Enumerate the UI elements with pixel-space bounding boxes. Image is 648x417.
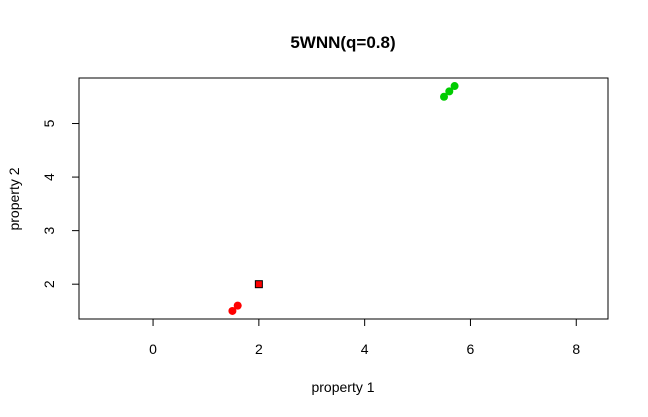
x-axis: 0 2 4 6 8 [149, 318, 580, 357]
y-tick-label: 2 [41, 280, 57, 288]
x-tick-label: 4 [361, 341, 369, 357]
data-point [445, 87, 454, 96]
x-tick-label: 2 [255, 341, 263, 357]
y-axis: 2 3 4 5 [41, 119, 80, 288]
y-axis-label: property 2 [6, 167, 22, 230]
chart-title: 5WNN(q=0.8) [290, 33, 395, 52]
data-point [440, 92, 449, 101]
data-point [450, 82, 459, 91]
y-tick-label: 5 [41, 119, 57, 127]
y-tick-label: 3 [41, 227, 57, 235]
data-point-square [254, 280, 263, 289]
data-points [228, 82, 459, 315]
y-tick-label: 4 [41, 173, 57, 181]
plot-frame [78, 77, 609, 320]
x-tick-label: 8 [572, 341, 580, 357]
x-tick-label: 0 [149, 341, 157, 357]
x-tick-label: 6 [467, 341, 475, 357]
data-point [228, 306, 237, 315]
x-axis-label: property 1 [311, 379, 374, 395]
data-point [233, 301, 242, 310]
